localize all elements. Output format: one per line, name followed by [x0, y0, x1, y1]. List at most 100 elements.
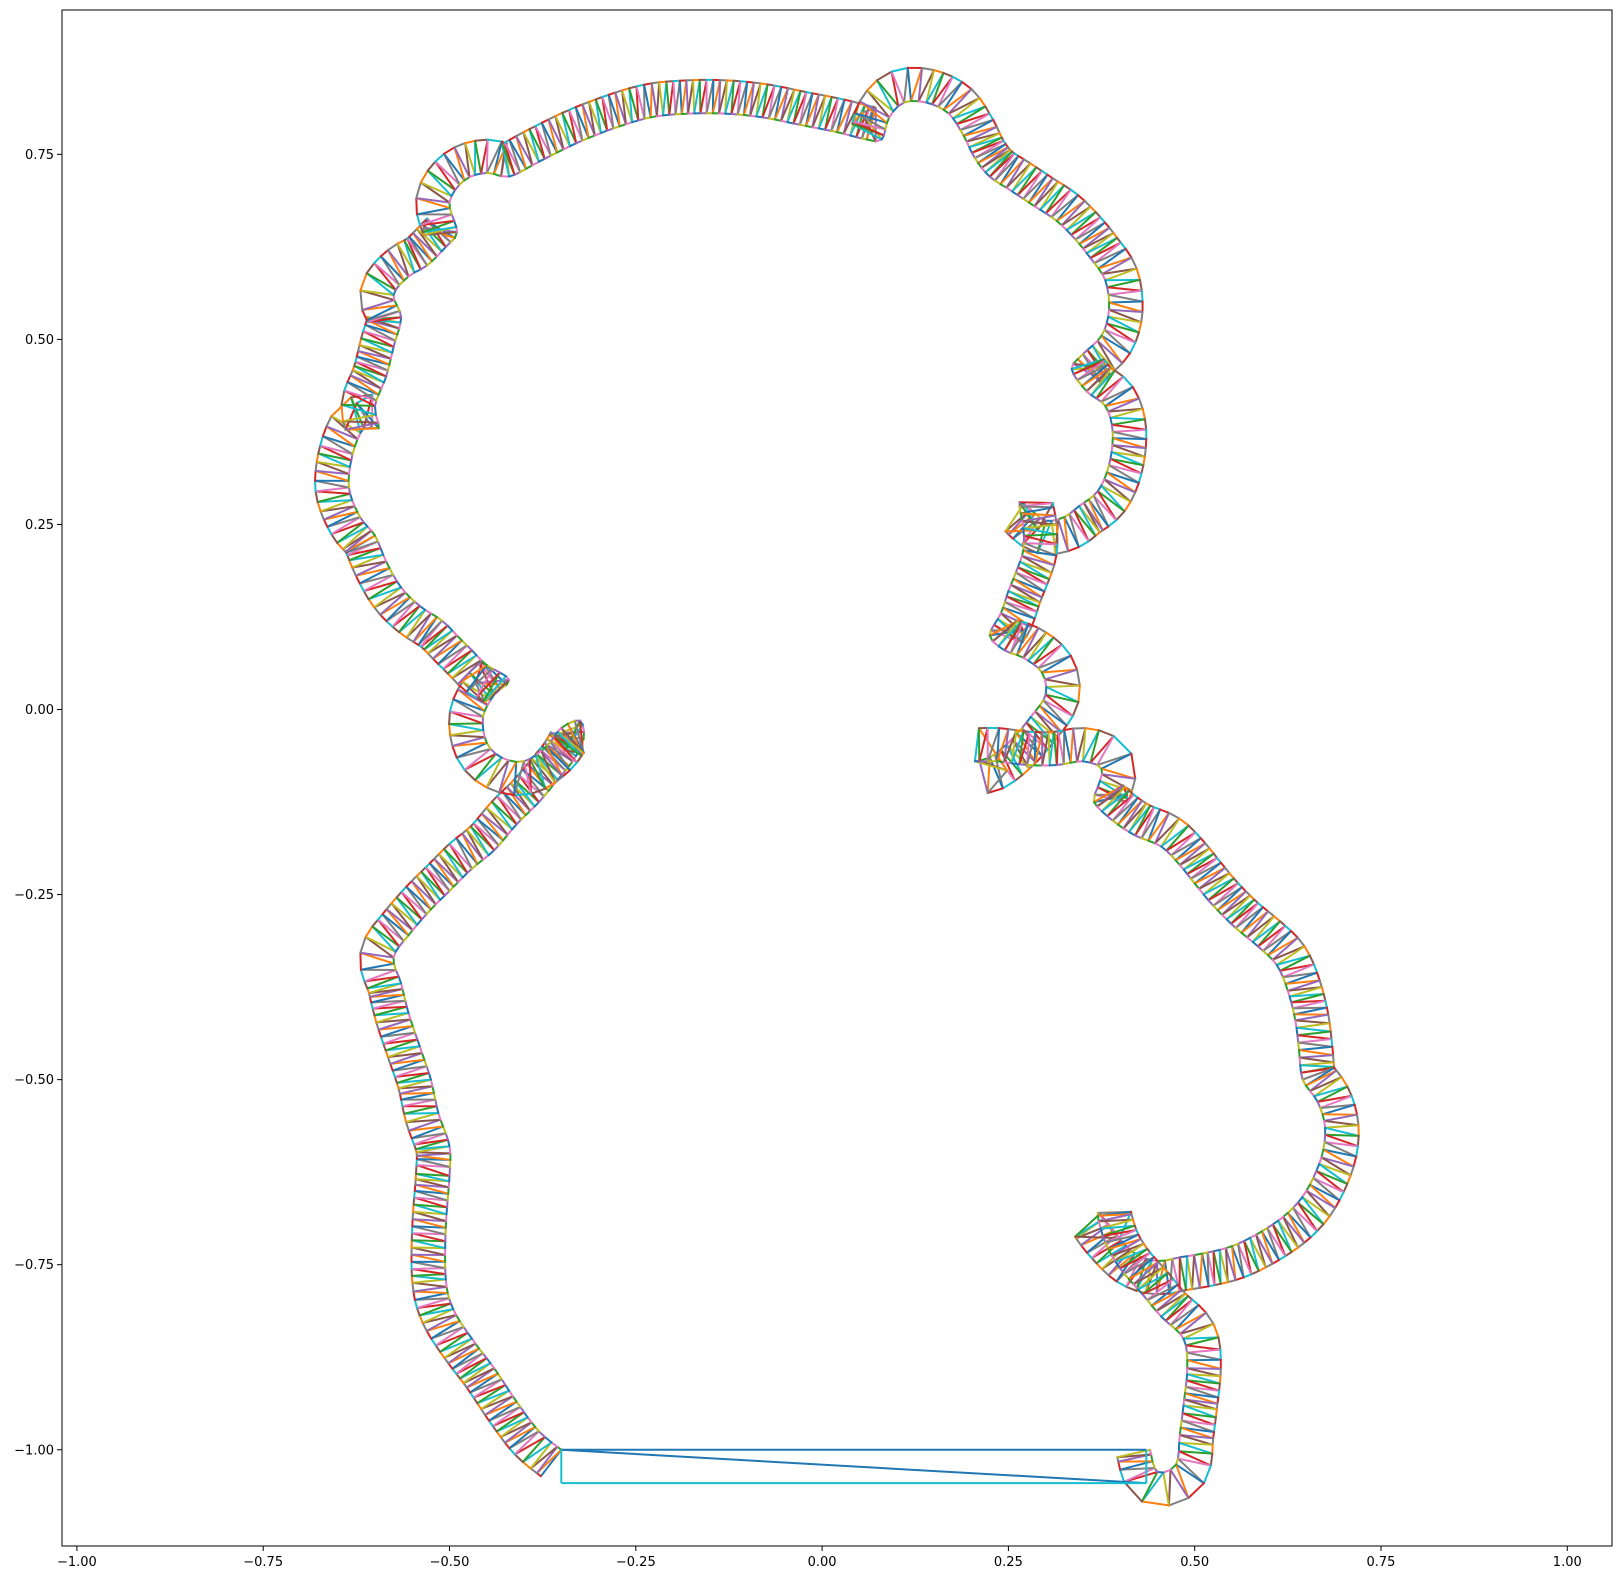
mesh-edge [1129, 491, 1137, 503]
mesh-edge [385, 600, 416, 623]
mesh-edge [1027, 177, 1054, 204]
mesh-edge [1063, 516, 1070, 553]
mesh-edge [496, 795, 518, 826]
mesh-edge [362, 330, 397, 342]
mesh-edge [1174, 842, 1207, 862]
mesh-edge [925, 71, 945, 104]
mesh-edge [1243, 1240, 1260, 1272]
mesh-edge [447, 1347, 480, 1365]
mesh-edge [465, 690, 478, 699]
mesh-edge [1296, 1201, 1325, 1226]
mesh-edge [377, 918, 401, 948]
mesh-edge [1140, 464, 1145, 475]
mesh-edge [373, 1005, 408, 1017]
mesh-edge [999, 155, 1020, 186]
mesh-edge [490, 800, 518, 826]
mesh-edge [1237, 1242, 1245, 1279]
mesh-edge [1074, 1213, 1101, 1238]
mesh-edge [1100, 328, 1106, 337]
mesh-edge [933, 69, 945, 74]
mesh-edge [1122, 802, 1148, 830]
mesh-edge [1027, 636, 1055, 662]
mesh-edge [931, 103, 940, 108]
mesh-edge [340, 403, 344, 423]
mesh-edge [416, 227, 443, 253]
mesh-edge [364, 323, 397, 342]
mesh-edge [496, 1372, 503, 1381]
mesh-edge [464, 142, 477, 176]
mesh-edge [561, 109, 571, 114]
mesh-edge [1032, 636, 1055, 666]
mesh-edge [411, 1278, 447, 1284]
mesh-edge [1313, 1076, 1343, 1098]
mesh-edge [618, 123, 627, 128]
mesh-edge [405, 1005, 410, 1014]
mesh-edge [1228, 872, 1235, 880]
mesh-edge [366, 975, 400, 990]
mesh-edge [343, 389, 378, 402]
mesh-edge [480, 1395, 514, 1410]
mesh-edge [1017, 155, 1025, 161]
mesh-edge [418, 1314, 424, 1324]
mesh-edge [965, 132, 1001, 143]
mesh-edge [999, 183, 1008, 189]
mesh-edge [1262, 930, 1293, 952]
mesh-edge [978, 759, 989, 794]
mesh-edge [1224, 866, 1231, 875]
mesh-edge [474, 1342, 480, 1350]
mesh-edge [452, 698, 484, 718]
mesh-edge [340, 403, 377, 416]
mesh-edge [1189, 861, 1222, 880]
mesh-edge [1097, 267, 1104, 275]
mesh-edge [621, 89, 634, 124]
mesh-edge [1097, 1220, 1102, 1230]
mesh-edge [340, 389, 346, 406]
mesh-edge [736, 80, 742, 116]
mesh-edge [434, 160, 457, 191]
mesh-edge [1303, 945, 1311, 957]
mesh-edge [1002, 606, 1036, 620]
mesh-edge [1092, 490, 1099, 497]
mesh-edge [426, 169, 457, 191]
mesh-edge [1104, 397, 1140, 407]
mesh-edge [358, 344, 392, 360]
mesh-edge [1040, 671, 1046, 681]
mesh-edge [1087, 534, 1097, 543]
mesh-edge [535, 752, 559, 781]
mesh-edge [561, 111, 571, 148]
mesh-edge [1323, 1141, 1358, 1158]
mesh-edge [537, 795, 545, 804]
mesh-edge [718, 79, 728, 115]
mesh-edge [374, 405, 377, 416]
mesh-edge [549, 740, 571, 772]
mesh-edge [498, 759, 510, 794]
mesh-edge [1010, 729, 1018, 765]
mesh-edge [476, 817, 500, 847]
mesh-edge [1076, 379, 1083, 387]
mesh-edge [1155, 1292, 1187, 1313]
mesh-edge [542, 789, 550, 798]
mesh-edge [1328, 1022, 1332, 1033]
mesh-edge [1042, 693, 1047, 702]
mesh-edge [1137, 321, 1143, 334]
mesh-edge [448, 698, 455, 713]
mesh-edge [363, 980, 369, 990]
mesh-edge [412, 1203, 449, 1209]
mesh-edge [1109, 416, 1113, 426]
mesh-edge [1111, 796, 1139, 822]
mesh-edge [420, 913, 428, 921]
mesh-edge [1107, 1248, 1113, 1257]
mesh-edge [1089, 257, 1096, 265]
mesh-edge [955, 105, 987, 125]
mesh-edge [836, 131, 845, 135]
mesh-edge [410, 1268, 447, 1276]
mesh-edge [1304, 1069, 1338, 1087]
mesh-edge [425, 1065, 430, 1074]
mesh-edge [413, 1138, 449, 1146]
mesh-edge [736, 80, 749, 116]
mesh-edge [1150, 1453, 1154, 1463]
mesh-edge [1021, 620, 1030, 625]
mesh-edge [937, 105, 945, 111]
mesh-edge [428, 862, 451, 892]
mesh-edge [411, 1025, 416, 1034]
